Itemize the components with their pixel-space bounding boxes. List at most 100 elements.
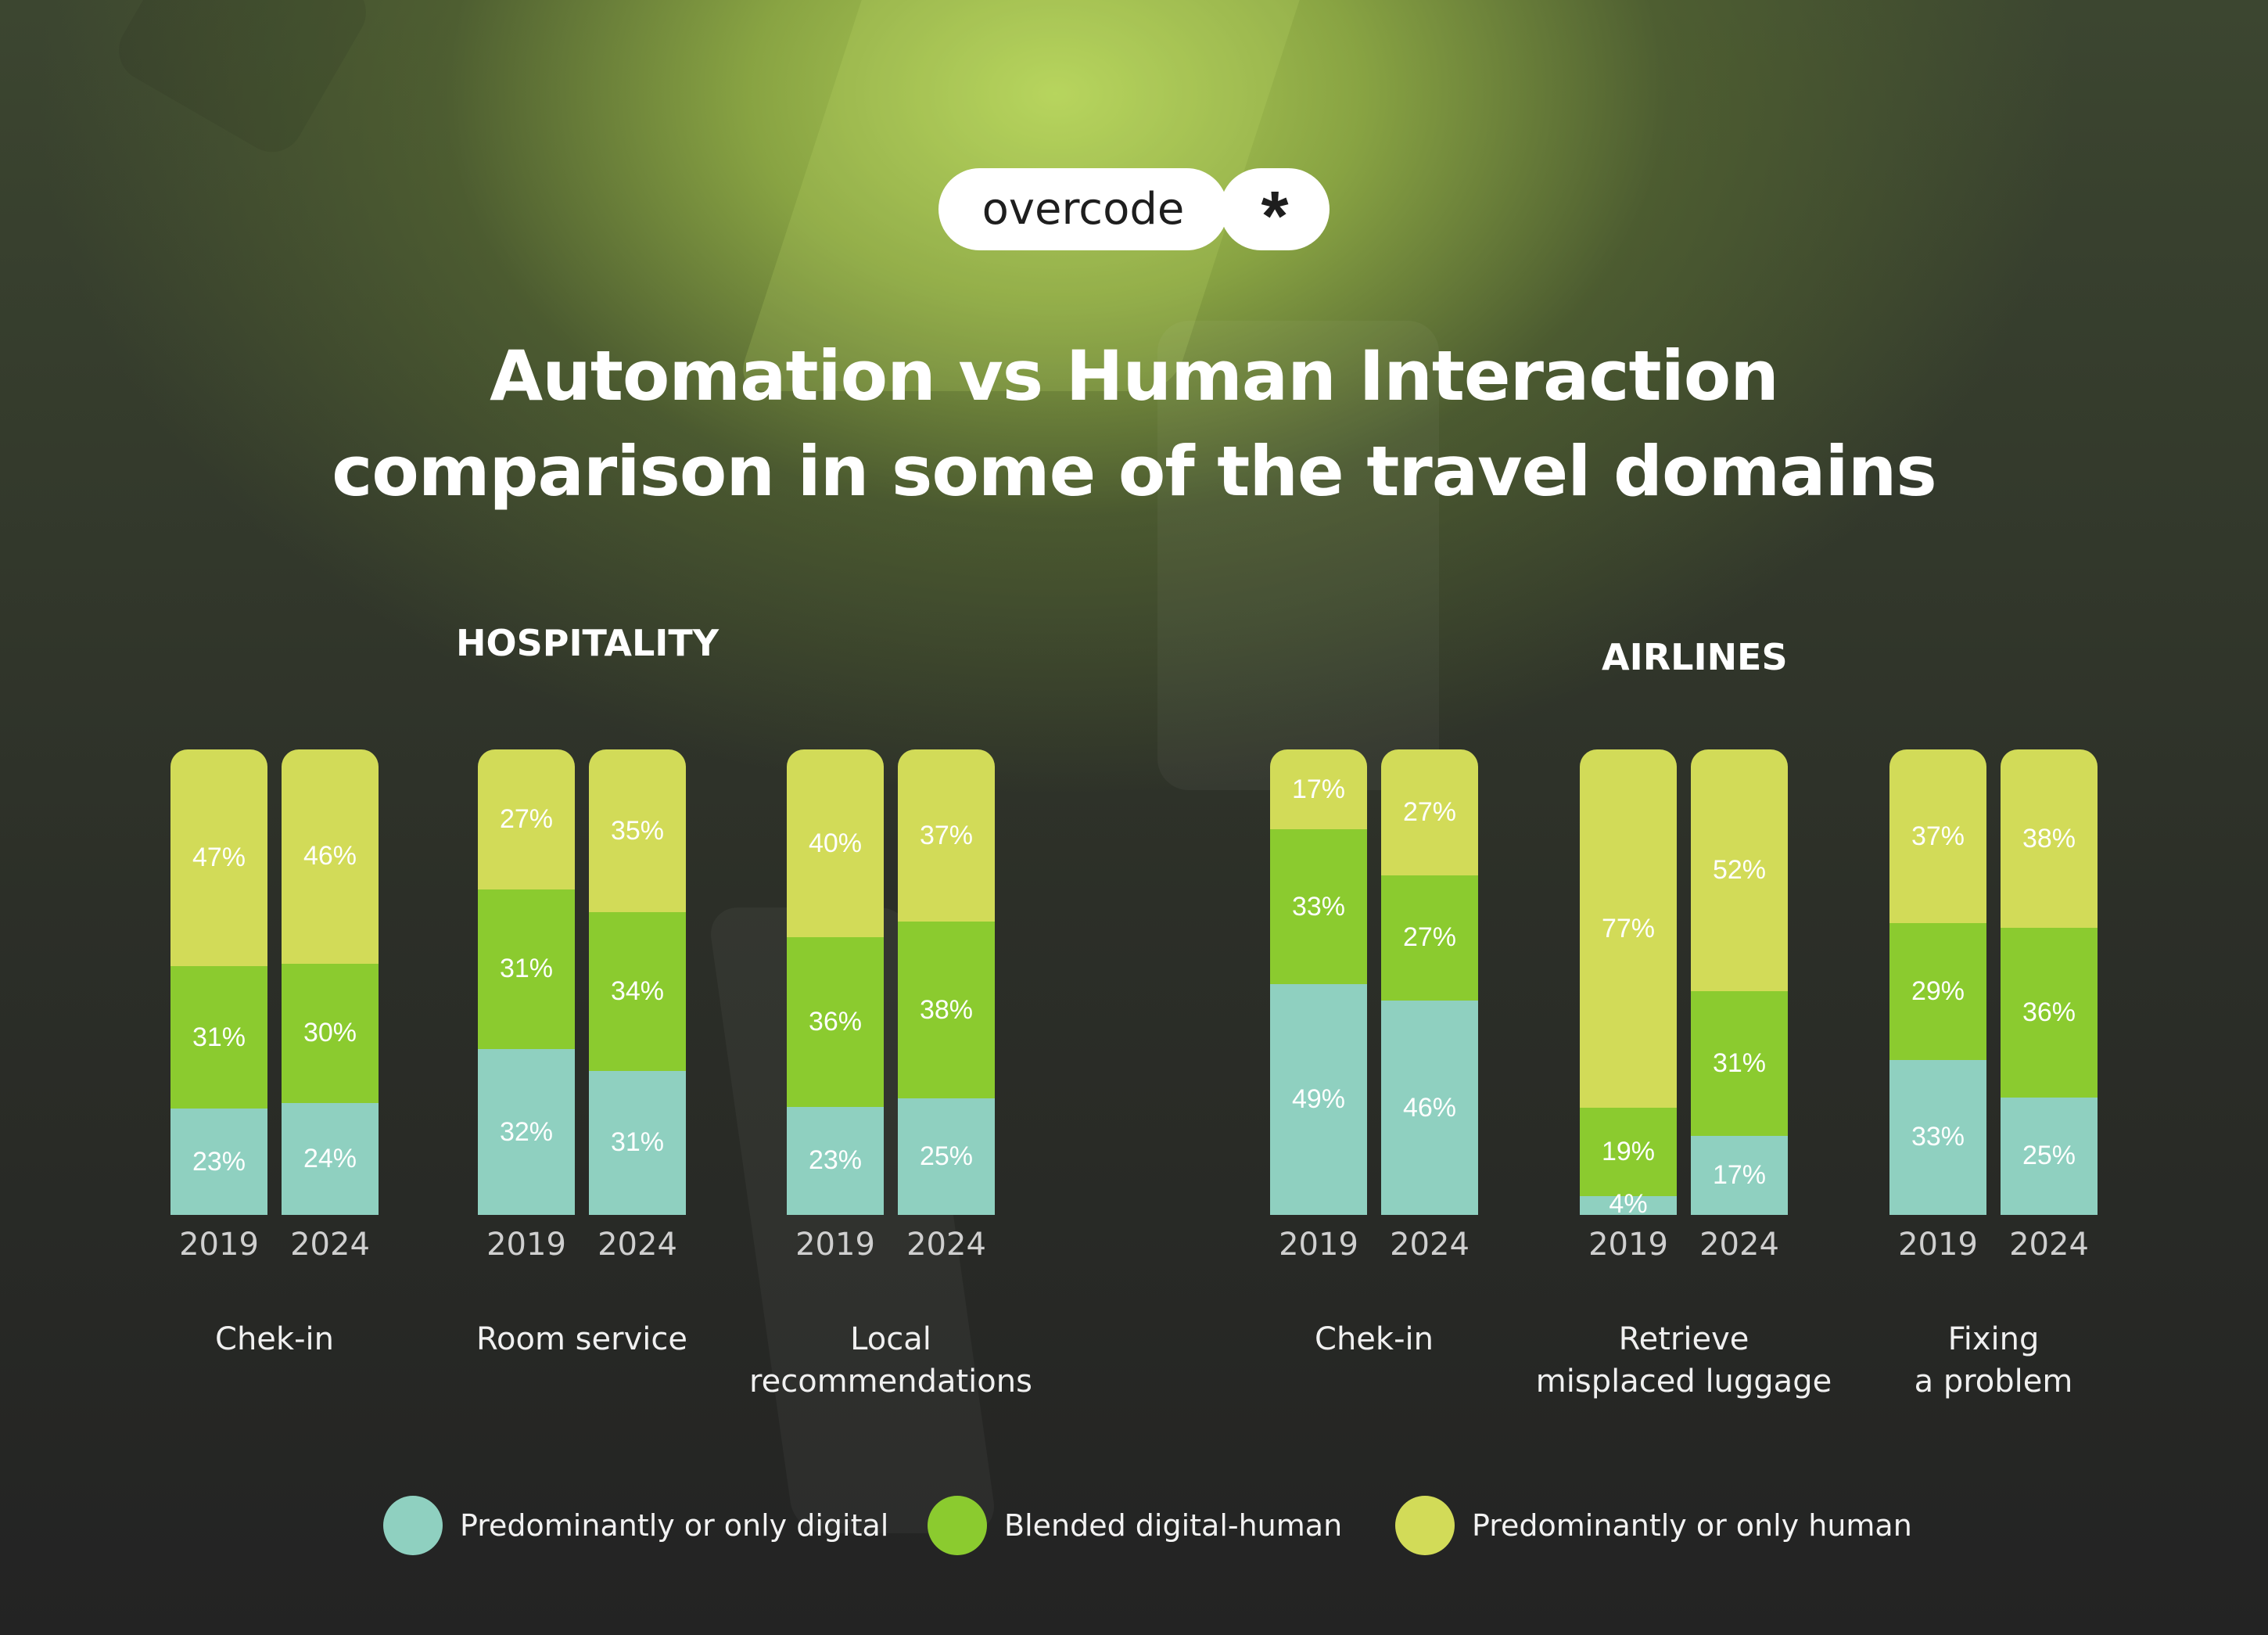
stacked-bar: 17% 33% 49% bbox=[1270, 749, 1367, 1215]
segment-value-label: 49% bbox=[1291, 1084, 1346, 1115]
bar-segment-blended: 34% bbox=[589, 912, 686, 1071]
legend-swatch-human bbox=[1395, 1496, 1455, 1555]
bar-segment-digital: 25% bbox=[898, 1098, 995, 1215]
bar-segment-digital: 25% bbox=[2001, 1097, 2098, 1215]
year-label: 2019 bbox=[1588, 1227, 1668, 1263]
stacked-bar: 37% 38% 25% bbox=[898, 749, 995, 1215]
legend-item-digital: Predominantly or only digital bbox=[383, 1496, 888, 1555]
year-label: 2024 bbox=[1390, 1227, 1470, 1263]
year-label: 2019 bbox=[179, 1227, 259, 1263]
stacked-bar: 27% 31% 32% bbox=[478, 749, 575, 1215]
stacked-bar: 40% 36% 23% bbox=[787, 749, 884, 1215]
category-label: Chek-in bbox=[1176, 1318, 1572, 1360]
bar-segment-blended: 38% bbox=[898, 922, 995, 1099]
segment-value-label: 38% bbox=[2022, 823, 2076, 853]
category-label: Chek-in bbox=[77, 1318, 472, 1360]
segment-value-label: 17% bbox=[1712, 1159, 1767, 1190]
segment-value-label: 31% bbox=[1712, 1048, 1767, 1079]
year-label: 2019 bbox=[1898, 1227, 1978, 1263]
brand-wordmark: overcode bbox=[938, 168, 1228, 250]
segment-value-label: 32% bbox=[499, 1116, 554, 1147]
background-shape bbox=[107, 0, 378, 164]
segment-value-label: 33% bbox=[1291, 891, 1346, 922]
bar-segment-digital: 17% bbox=[1691, 1135, 1788, 1215]
category-label-line1: Fixing bbox=[1947, 1321, 2040, 1357]
segment-value-label: 35% bbox=[610, 815, 665, 846]
background-shape bbox=[1157, 321, 1439, 790]
segment-value-label: 31% bbox=[499, 954, 554, 984]
category-label-line1: Local bbox=[850, 1321, 931, 1357]
segment-value-label: 24% bbox=[303, 1144, 357, 1174]
bar-segment-digital: 31% bbox=[589, 1070, 686, 1215]
stacked-bar: 77% 19% 4% bbox=[1580, 749, 1677, 1215]
asterisk-icon: * bbox=[1220, 168, 1330, 252]
bar-segment-digital: 23% bbox=[787, 1106, 884, 1215]
stacked-bar: 35% 34% 31% bbox=[589, 749, 686, 1215]
bar-segment-human: 35% bbox=[589, 749, 686, 913]
bar-segment-human: 27% bbox=[478, 749, 575, 889]
bar-segment-human: 37% bbox=[898, 749, 995, 922]
segment-value-label: 37% bbox=[919, 820, 974, 850]
bar-segment-blended: 36% bbox=[2001, 928, 2098, 1098]
segment-value-label: 23% bbox=[808, 1145, 863, 1176]
category-label: Room service bbox=[384, 1318, 780, 1360]
segment-value-label: 34% bbox=[610, 976, 665, 1006]
year-label: 2019 bbox=[486, 1227, 566, 1263]
segment-value-label: 23% bbox=[192, 1146, 246, 1177]
bar-segment-blended: 27% bbox=[1381, 875, 1478, 1001]
bar-segment-digital: 4% bbox=[1580, 1189, 1677, 1215]
legend-label: Blended digital-human bbox=[1004, 1508, 1343, 1543]
segment-value-label: 29% bbox=[1911, 976, 1965, 1006]
bar-segment-blended: 19% bbox=[1580, 1108, 1677, 1197]
segment-value-label: 46% bbox=[1402, 1092, 1457, 1123]
bar-segment-digital: 49% bbox=[1270, 984, 1367, 1215]
bar-segment-blended: 31% bbox=[478, 889, 575, 1050]
legend-swatch-blended bbox=[928, 1496, 987, 1555]
segment-value-label: 52% bbox=[1712, 855, 1767, 886]
bar-segment-human: 52% bbox=[1691, 749, 1788, 992]
legend-item-blended: Blended digital-human bbox=[928, 1496, 1342, 1555]
segment-value-label: 33% bbox=[1911, 1122, 1965, 1152]
section-heading-hospitality: HOSPITALITY bbox=[456, 622, 720, 664]
stacked-bar: 52% 31% 17% bbox=[1691, 749, 1788, 1215]
segment-value-label: 17% bbox=[1291, 774, 1346, 804]
stacked-bar: 38% 36% 25% bbox=[2001, 749, 2098, 1215]
segment-value-label: 36% bbox=[808, 1007, 863, 1037]
bar-segment-human: 47% bbox=[170, 749, 267, 966]
legend-label: Predominantly or only human bbox=[1472, 1508, 1912, 1543]
chart-title: Automation vs Human Interaction comparis… bbox=[0, 329, 2268, 519]
bar-segment-blended: 36% bbox=[787, 937, 884, 1107]
bar-segment-human: 27% bbox=[1381, 749, 1478, 875]
bar-segment-blended: 31% bbox=[170, 965, 267, 1109]
category-label-line2: recommendations bbox=[749, 1364, 1032, 1400]
year-label: 2024 bbox=[1699, 1227, 1779, 1263]
legend-label: Predominantly or only digital bbox=[460, 1508, 889, 1543]
legend-swatch-digital bbox=[383, 1496, 443, 1555]
category-label-line2: a problem bbox=[1914, 1364, 2073, 1400]
segment-value-label: 30% bbox=[303, 1018, 357, 1048]
bar-segment-human: 77% bbox=[1580, 749, 1677, 1109]
segment-value-label: 27% bbox=[1402, 922, 1457, 953]
segment-value-label: 46% bbox=[303, 841, 357, 871]
segment-value-label: 47% bbox=[192, 842, 246, 872]
bar-segment-blended: 29% bbox=[1889, 923, 1986, 1060]
stacked-bar: 47% 31% 23% bbox=[170, 749, 267, 1215]
year-label: 2019 bbox=[795, 1227, 875, 1263]
segment-value-label: 31% bbox=[610, 1127, 665, 1158]
bar-segment-digital: 24% bbox=[282, 1103, 379, 1215]
bar-segment-digital: 23% bbox=[170, 1109, 267, 1215]
category-label: Local recommendations bbox=[693, 1318, 1089, 1403]
category-label-line1: Room service bbox=[476, 1321, 687, 1357]
category-label-line1: Retrieve bbox=[1618, 1321, 1749, 1357]
bar-segment-human: 46% bbox=[282, 749, 379, 964]
segment-value-label: 25% bbox=[919, 1141, 974, 1172]
segment-value-label: 77% bbox=[1601, 913, 1656, 943]
segment-value-label: 19% bbox=[1601, 1137, 1656, 1167]
bar-segment-digital: 32% bbox=[478, 1049, 575, 1215]
bar-segment-blended: 31% bbox=[1691, 991, 1788, 1136]
bar-segment-human: 37% bbox=[1889, 749, 1986, 924]
segment-value-label: 36% bbox=[2022, 997, 2076, 1028]
bar-segment-human: 17% bbox=[1270, 749, 1367, 830]
year-label: 2024 bbox=[2009, 1227, 2089, 1263]
year-label: 2024 bbox=[290, 1227, 370, 1263]
